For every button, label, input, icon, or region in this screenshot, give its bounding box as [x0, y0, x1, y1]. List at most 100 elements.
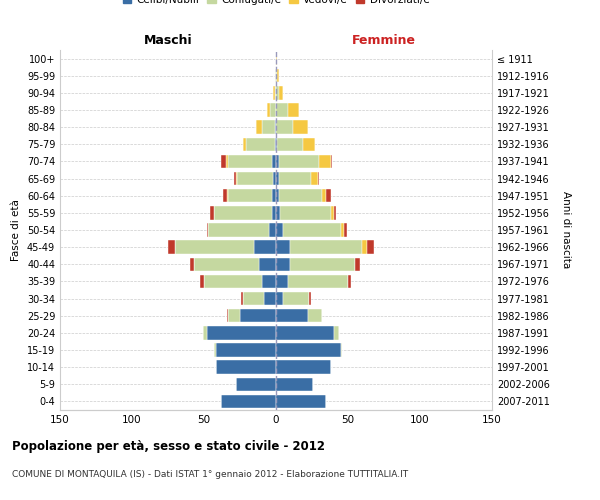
Bar — [355, 258, 359, 271]
Bar — [279, 154, 319, 168]
Bar — [229, 189, 272, 202]
Text: Femmine: Femmine — [352, 34, 416, 46]
Bar — [318, 172, 319, 186]
Legend: Celibi/Nubili, Coniugati/e, Vedovi/e, Divorziati/e: Celibi/Nubili, Coniugati/e, Vedovi/e, Di… — [119, 0, 433, 8]
Bar — [276, 240, 290, 254]
Bar — [259, 258, 276, 271]
Bar — [276, 52, 277, 66]
Bar — [208, 224, 269, 236]
Bar — [280, 206, 331, 220]
Bar — [168, 240, 175, 254]
Bar — [275, 86, 276, 100]
Bar — [246, 138, 275, 151]
Bar — [276, 120, 293, 134]
Bar — [276, 326, 334, 340]
Bar — [341, 344, 342, 356]
Bar — [308, 309, 322, 322]
Text: COMUNE DI MONTAQUILA (IS) - Dati ISTAT 1° gennaio 2012 - Elaborazione TUTTITALIA: COMUNE DI MONTAQUILA (IS) - Dati ISTAT 1… — [12, 470, 408, 479]
Bar — [236, 172, 237, 186]
Bar — [293, 120, 308, 134]
Bar — [272, 189, 276, 202]
Bar — [331, 206, 334, 220]
Bar — [204, 274, 262, 288]
Bar — [331, 154, 332, 168]
Bar — [226, 154, 229, 168]
Bar — [221, 394, 276, 408]
Bar — [283, 292, 309, 306]
Bar — [276, 274, 287, 288]
Bar — [348, 274, 351, 288]
Bar — [290, 258, 355, 271]
Bar — [203, 326, 207, 340]
Bar — [279, 172, 311, 186]
Bar — [304, 138, 315, 151]
Bar — [283, 224, 341, 236]
Bar — [190, 258, 194, 271]
Bar — [279, 86, 283, 100]
Bar — [276, 172, 279, 186]
Bar — [362, 240, 367, 254]
Bar — [237, 172, 273, 186]
Bar — [256, 120, 262, 134]
Bar — [276, 344, 341, 356]
Bar — [268, 104, 270, 117]
Bar — [334, 326, 340, 340]
Bar — [229, 309, 240, 322]
Bar — [309, 292, 311, 306]
Bar — [276, 378, 313, 391]
Bar — [276, 189, 279, 202]
Bar — [276, 292, 283, 306]
Bar — [275, 69, 276, 82]
Bar — [275, 138, 276, 151]
Bar — [254, 240, 276, 254]
Bar — [175, 240, 254, 254]
Y-axis label: Anni di nascita: Anni di nascita — [561, 192, 571, 268]
Bar — [276, 224, 283, 236]
Bar — [207, 224, 208, 236]
Bar — [276, 138, 277, 151]
Bar — [276, 258, 290, 271]
Bar — [262, 120, 275, 134]
Bar — [276, 86, 279, 100]
Text: Maschi: Maschi — [143, 34, 193, 46]
Bar — [287, 104, 299, 117]
Text: Popolazione per età, sesso e stato civile - 2012: Popolazione per età, sesso e stato civil… — [12, 440, 325, 453]
Bar — [287, 274, 348, 288]
Bar — [214, 206, 272, 220]
Bar — [272, 206, 276, 220]
Bar — [277, 69, 279, 82]
Bar — [275, 120, 276, 134]
Bar — [207, 326, 276, 340]
Bar — [215, 344, 276, 356]
Bar — [234, 172, 236, 186]
Bar — [236, 378, 276, 391]
Bar — [276, 360, 331, 374]
Bar — [276, 69, 277, 82]
Y-axis label: Fasce di età: Fasce di età — [11, 199, 21, 261]
Bar — [243, 292, 265, 306]
Bar — [265, 292, 276, 306]
Bar — [276, 206, 280, 220]
Bar — [227, 189, 229, 202]
Bar — [276, 309, 308, 322]
Bar — [290, 240, 362, 254]
Bar — [279, 189, 322, 202]
Bar — [272, 154, 276, 168]
Bar — [322, 189, 326, 202]
Bar — [262, 274, 276, 288]
Bar — [311, 172, 318, 186]
Bar — [273, 172, 276, 186]
Bar — [344, 224, 347, 236]
Bar — [194, 258, 259, 271]
Bar — [229, 154, 272, 168]
Bar — [341, 224, 344, 236]
Bar — [269, 224, 276, 236]
Bar — [210, 206, 214, 220]
Bar — [277, 138, 304, 151]
Bar — [334, 206, 337, 220]
Bar — [240, 309, 276, 322]
Bar — [276, 104, 287, 117]
Bar — [273, 86, 275, 100]
Bar — [276, 154, 279, 168]
Bar — [227, 309, 229, 322]
